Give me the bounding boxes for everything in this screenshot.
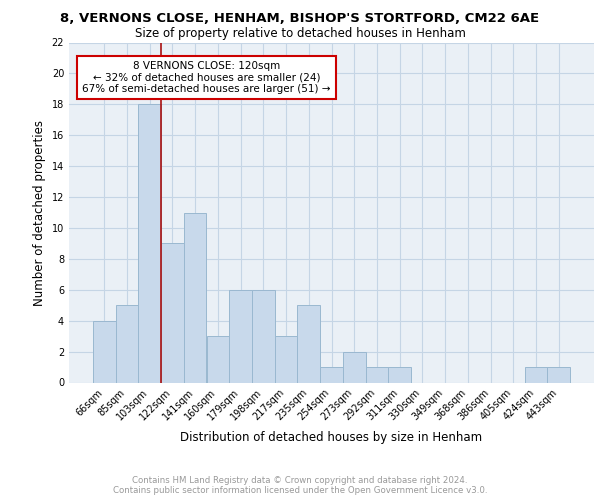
Bar bbox=[298, 305, 320, 382]
Text: 8 VERNONS CLOSE: 120sqm
← 32% of detached houses are smaller (24)
67% of semi-de: 8 VERNONS CLOSE: 120sqm ← 32% of detache… bbox=[82, 61, 331, 94]
Bar bbox=[547, 367, 570, 382]
Bar bbox=[93, 320, 116, 382]
Text: Contains HM Land Registry data © Crown copyright and database right 2024.
Contai: Contains HM Land Registry data © Crown c… bbox=[113, 476, 487, 495]
Bar bbox=[229, 290, 252, 382]
Bar bbox=[116, 305, 139, 382]
Bar bbox=[320, 367, 343, 382]
Bar bbox=[184, 212, 206, 382]
X-axis label: Distribution of detached houses by size in Henham: Distribution of detached houses by size … bbox=[181, 430, 482, 444]
Bar bbox=[139, 104, 161, 382]
Bar bbox=[388, 367, 411, 382]
Y-axis label: Number of detached properties: Number of detached properties bbox=[33, 120, 46, 306]
Bar bbox=[365, 367, 388, 382]
Bar bbox=[343, 352, 365, 382]
Text: 8, VERNONS CLOSE, HENHAM, BISHOP'S STORTFORD, CM22 6AE: 8, VERNONS CLOSE, HENHAM, BISHOP'S STORT… bbox=[61, 12, 539, 26]
Bar bbox=[252, 290, 275, 382]
Bar bbox=[524, 367, 547, 382]
Text: Size of property relative to detached houses in Henham: Size of property relative to detached ho… bbox=[134, 28, 466, 40]
Bar bbox=[161, 244, 184, 382]
Bar bbox=[206, 336, 229, 382]
Bar bbox=[275, 336, 298, 382]
